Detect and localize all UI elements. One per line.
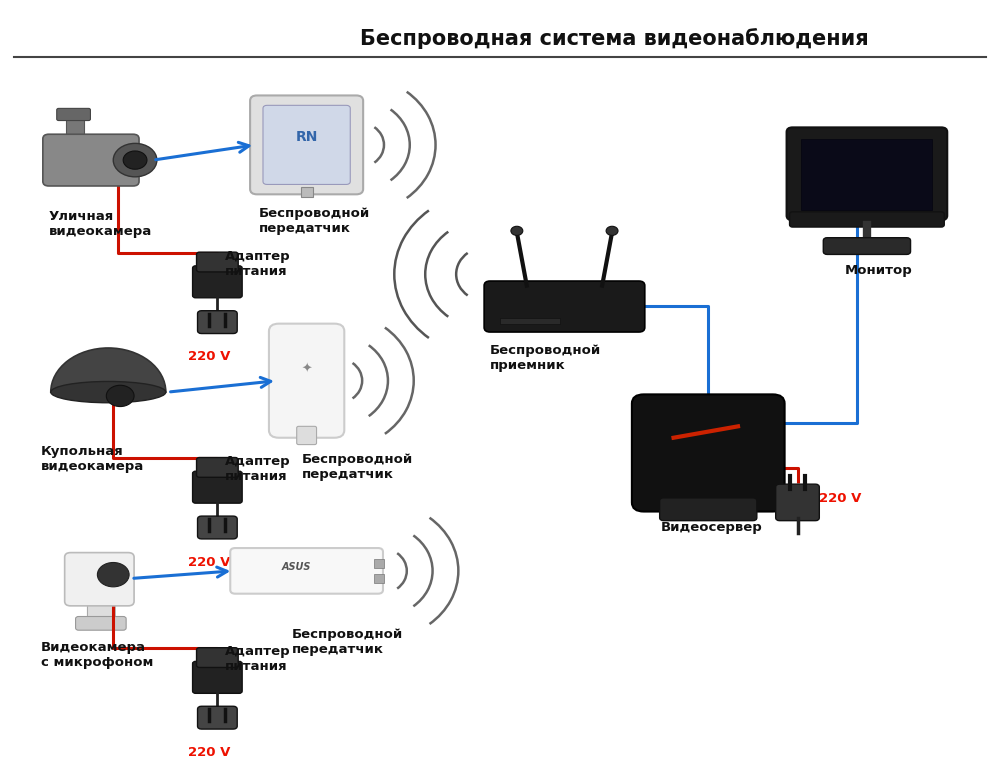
- FancyBboxPatch shape: [787, 128, 947, 220]
- FancyBboxPatch shape: [269, 324, 344, 438]
- FancyBboxPatch shape: [374, 559, 384, 568]
- Text: 220 V: 220 V: [188, 350, 231, 363]
- Text: Монитор: Монитор: [845, 265, 913, 278]
- FancyBboxPatch shape: [500, 318, 560, 325]
- Text: 220 V: 220 V: [188, 746, 231, 759]
- FancyBboxPatch shape: [76, 617, 126, 630]
- Circle shape: [106, 385, 134, 407]
- FancyBboxPatch shape: [65, 553, 134, 606]
- FancyBboxPatch shape: [197, 458, 238, 478]
- FancyBboxPatch shape: [193, 471, 242, 503]
- FancyBboxPatch shape: [632, 394, 785, 511]
- FancyBboxPatch shape: [198, 311, 237, 334]
- Text: ✦: ✦: [301, 363, 312, 376]
- Text: Беспроводной
передатчик: Беспроводной передатчик: [302, 453, 413, 481]
- FancyBboxPatch shape: [43, 135, 139, 186]
- Text: 220 V: 220 V: [188, 556, 231, 568]
- Text: Адаптер
питания: Адаптер питания: [225, 455, 291, 483]
- Text: Адаптер
питания: Адаптер питания: [225, 645, 291, 674]
- Text: Беспроводной
приемник: Беспроводной приемник: [490, 345, 601, 372]
- Text: ASUS: ASUS: [282, 562, 311, 572]
- FancyBboxPatch shape: [823, 238, 911, 255]
- Text: Беспроводной
передатчик: Беспроводной передатчик: [259, 208, 370, 235]
- Ellipse shape: [51, 381, 166, 403]
- FancyBboxPatch shape: [250, 95, 363, 195]
- Circle shape: [606, 226, 618, 235]
- FancyBboxPatch shape: [193, 266, 242, 298]
- Circle shape: [97, 562, 129, 587]
- Text: Видеосервер: Видеосервер: [661, 521, 762, 534]
- Circle shape: [511, 226, 523, 235]
- Text: Беспроводная система видеонаблюдения: Беспроводная система видеонаблюдения: [360, 28, 868, 49]
- FancyBboxPatch shape: [374, 574, 384, 583]
- FancyBboxPatch shape: [297, 426, 317, 444]
- FancyBboxPatch shape: [230, 548, 383, 594]
- FancyBboxPatch shape: [263, 105, 350, 185]
- Circle shape: [123, 151, 147, 169]
- FancyBboxPatch shape: [801, 139, 932, 210]
- FancyBboxPatch shape: [57, 108, 90, 121]
- Text: Уличная
видеокамера: Уличная видеокамера: [49, 209, 152, 238]
- Text: Беспроводной
передатчик: Беспроводной передатчик: [292, 628, 403, 656]
- Text: Адаптер
питания: Адаптер питания: [225, 250, 291, 278]
- FancyBboxPatch shape: [484, 281, 645, 332]
- FancyBboxPatch shape: [66, 115, 84, 141]
- FancyBboxPatch shape: [198, 516, 237, 539]
- FancyBboxPatch shape: [301, 188, 313, 197]
- Circle shape: [113, 143, 157, 177]
- Text: Купольная
видеокамера: Купольная видеокамера: [41, 445, 144, 474]
- FancyBboxPatch shape: [193, 661, 242, 694]
- FancyBboxPatch shape: [87, 598, 115, 624]
- FancyBboxPatch shape: [776, 484, 819, 521]
- FancyBboxPatch shape: [660, 498, 757, 521]
- FancyBboxPatch shape: [790, 211, 944, 227]
- FancyBboxPatch shape: [197, 647, 238, 667]
- Text: RN: RN: [295, 130, 318, 145]
- Text: 220 V: 220 V: [819, 492, 862, 505]
- Wedge shape: [51, 348, 166, 392]
- FancyBboxPatch shape: [197, 252, 238, 272]
- Text: Видеокамера
с микрофоном: Видеокамера с микрофоном: [41, 641, 153, 669]
- FancyBboxPatch shape: [198, 706, 237, 729]
